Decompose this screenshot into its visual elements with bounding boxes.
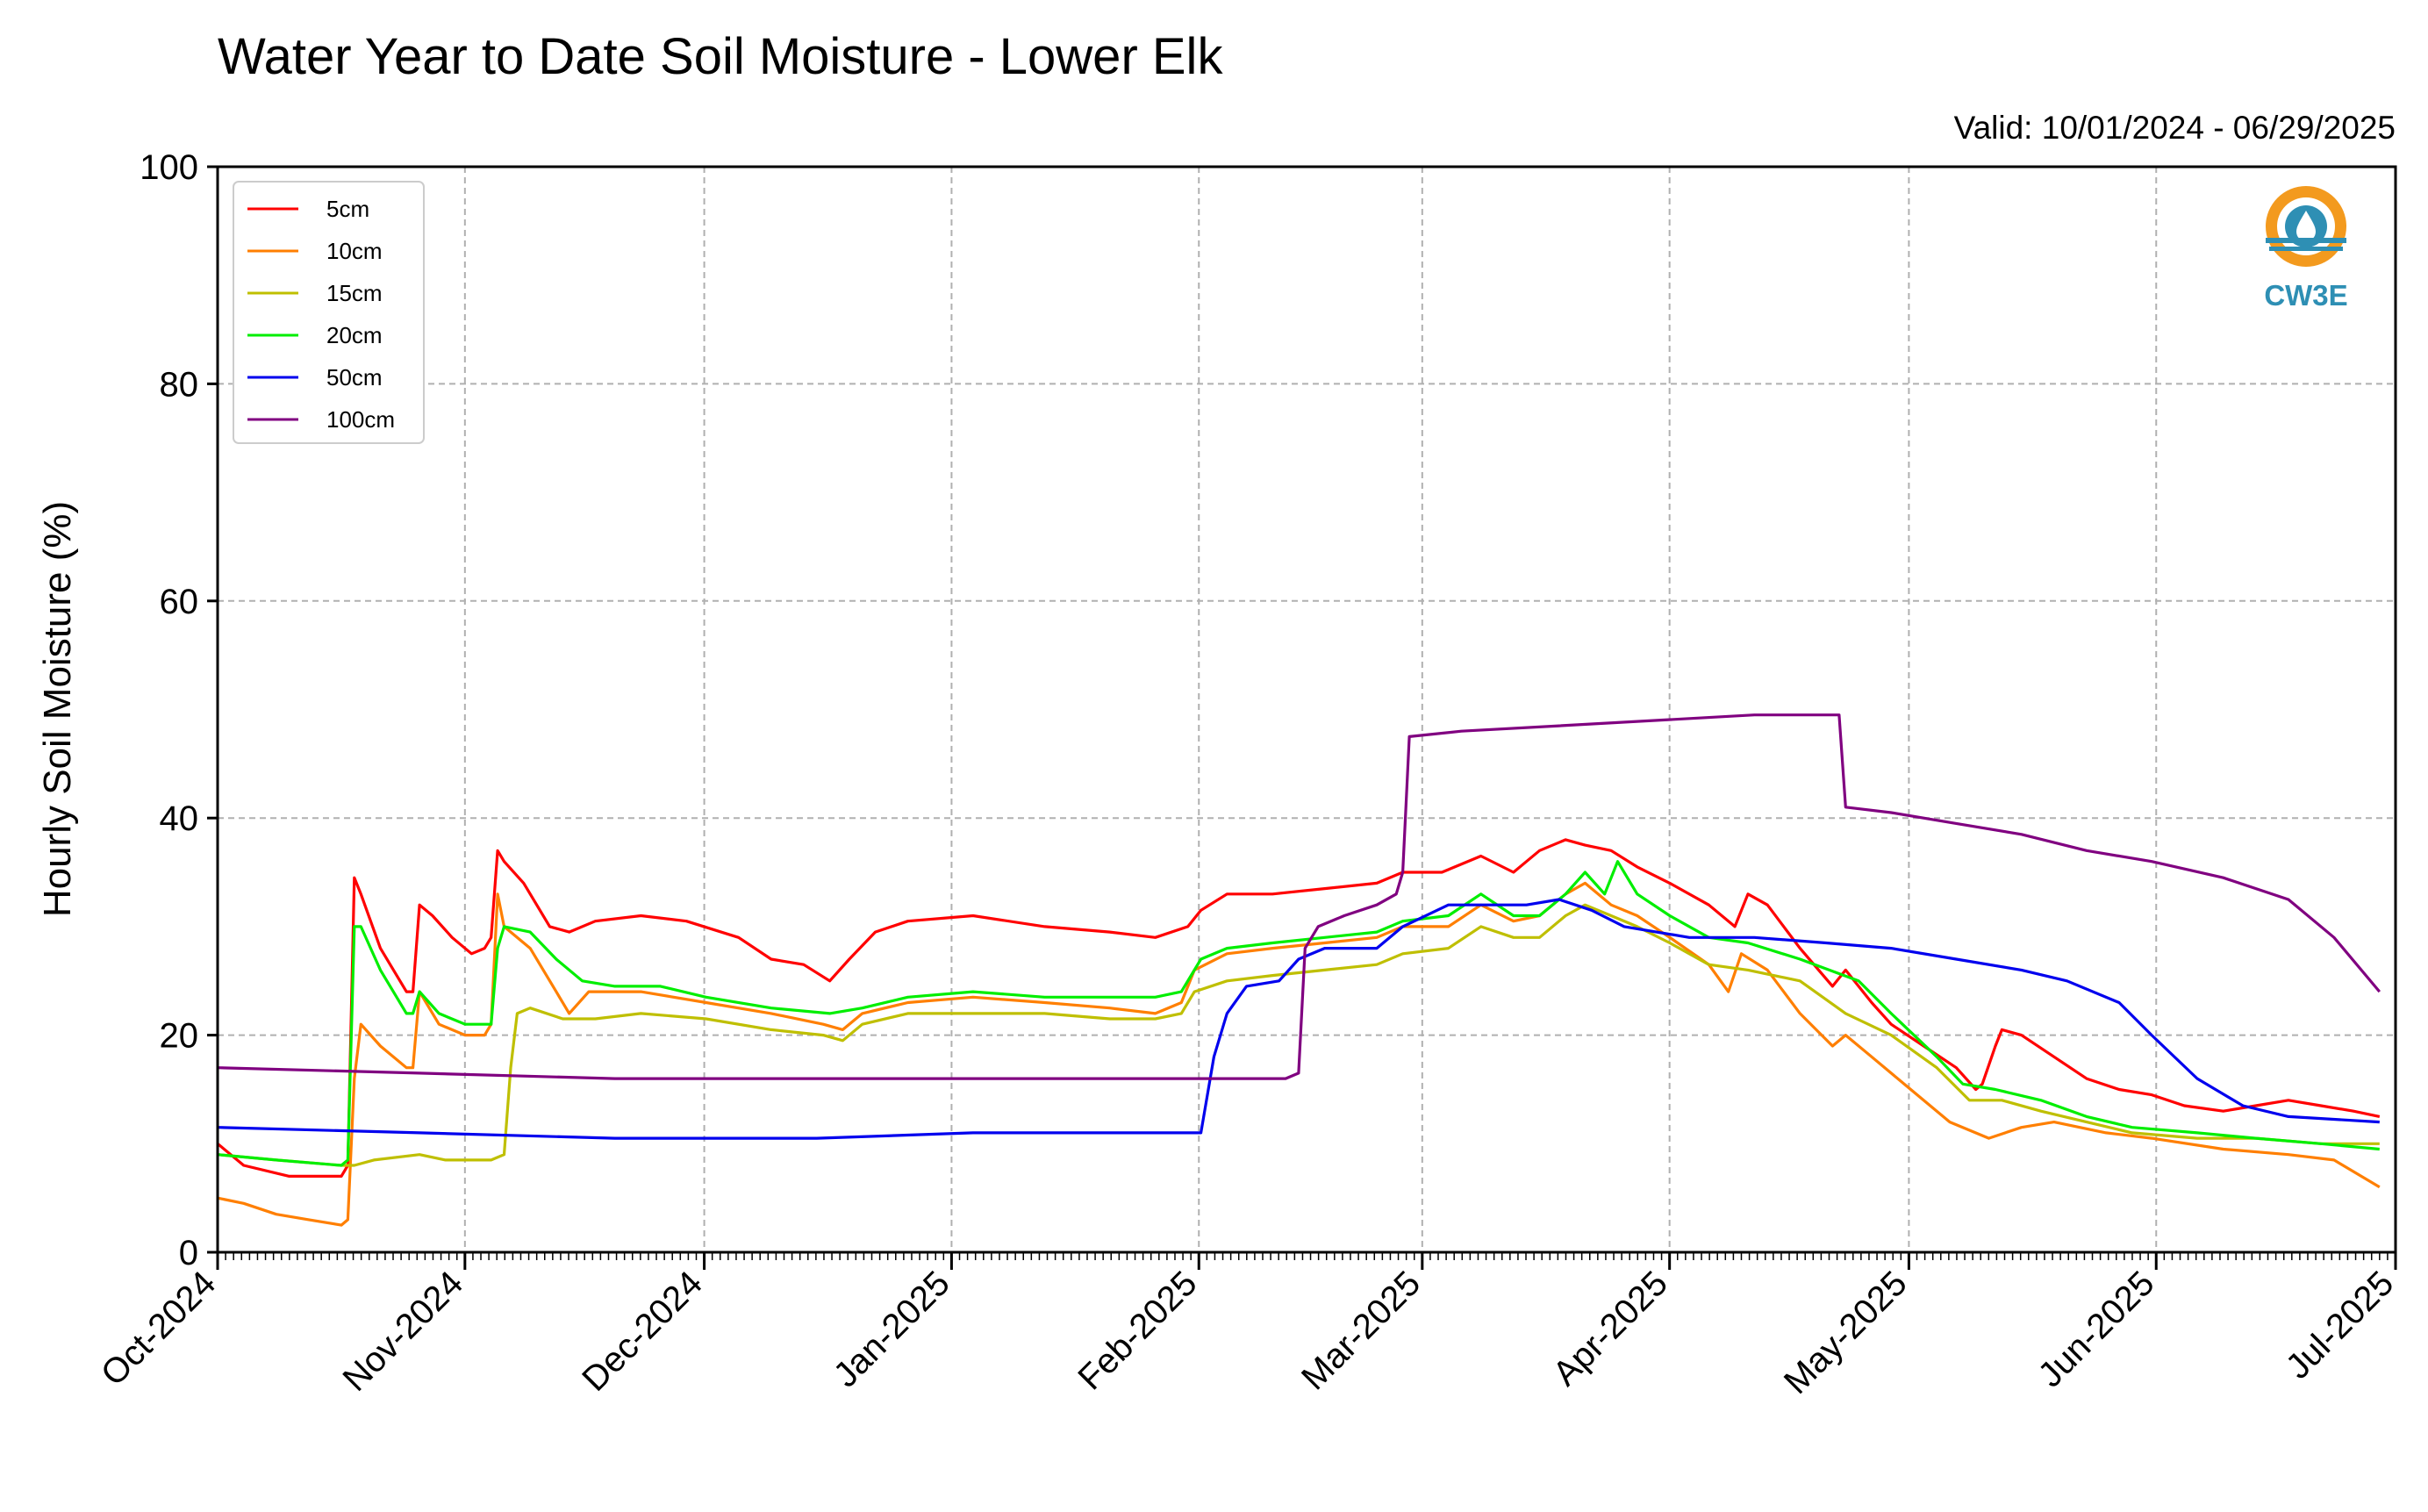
- series-line-50cm: [217, 898, 2380, 1140]
- legend-label-15cm: 15cm: [326, 280, 383, 306]
- water-drop-icon: [2296, 211, 2316, 241]
- y-tick-label: 20: [160, 1017, 199, 1056]
- y-tick-label: 100: [140, 148, 198, 187]
- x-tick-label: Apr-2025: [1546, 1264, 1675, 1393]
- valid-range: Valid: 10/01/2024 - 06/29/2025: [1954, 110, 2396, 146]
- legend-label-50cm: 50cm: [326, 364, 383, 391]
- series-line-20cm: [217, 860, 2380, 1167]
- series-line-100cm: [217, 713, 2381, 1080]
- legend-label-5cm: 5cm: [326, 196, 369, 222]
- y-tick-label: 60: [160, 583, 199, 621]
- x-tick-label: Feb-2025: [1071, 1264, 1204, 1397]
- x-tick-label: May-2025: [1777, 1264, 1915, 1401]
- x-tick-label: Oct-2024: [94, 1264, 223, 1393]
- x-tick-label: Jul-2025: [2279, 1264, 2402, 1387]
- x-tick-label: Jan-2025: [827, 1264, 957, 1394]
- y-tick-label: 40: [160, 799, 199, 838]
- legend-label-100cm: 100cm: [326, 406, 395, 433]
- logo-wave-2: [2269, 247, 2343, 251]
- plot-frame: [216, 165, 2397, 1254]
- x-tick-label: Dec-2024: [575, 1264, 710, 1399]
- legend-label-10cm: 10cm: [326, 238, 383, 264]
- series-line-15cm: [217, 903, 2380, 1167]
- y-tick-label: 80: [160, 365, 199, 404]
- logo-wave-1: [2266, 238, 2346, 243]
- series-lines: [216, 713, 2381, 1227]
- series-line-5cm: [216, 838, 2381, 1179]
- y-axis-label: Hourly Soil Moisture (%): [36, 501, 79, 917]
- x-tick-label: Nov-2024: [335, 1264, 470, 1399]
- cw3e-logo: CW3E: [2264, 186, 2348, 312]
- axis-ticks: 0 20 40 60 80 100 Oct-2024 Nov-2024 Dec-2024 Jan-…: [94, 148, 2401, 1401]
- grid-lines: [218, 167, 2396, 1252]
- logo-text: CW3E: [2264, 279, 2347, 312]
- x-tick-label: Jun-2025: [2031, 1264, 2162, 1394]
- legend-label-20cm: 20cm: [326, 322, 383, 348]
- chart-title: Water Year to Date Soil Moisture - Lower…: [218, 28, 1223, 85]
- legend: 5cm 10cm 15cm 20cm 50cm 100cm: [233, 181, 425, 444]
- x-minor-ticks: [217, 1252, 2396, 1260]
- x-tick-label: Mar-2025: [1294, 1264, 1428, 1397]
- y-tick-label: 0: [179, 1234, 198, 1272]
